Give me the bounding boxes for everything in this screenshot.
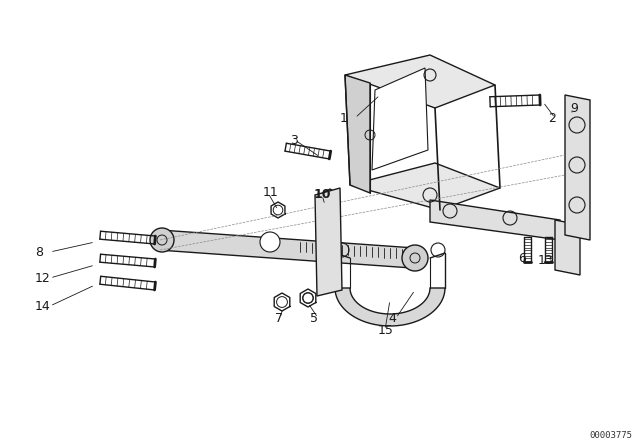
Polygon shape xyxy=(345,75,370,193)
Text: 1: 1 xyxy=(340,112,348,125)
Text: 8: 8 xyxy=(35,246,43,258)
Circle shape xyxy=(402,245,428,271)
Text: 7: 7 xyxy=(275,311,283,324)
Circle shape xyxy=(321,203,335,217)
Circle shape xyxy=(321,233,335,247)
Circle shape xyxy=(260,232,280,252)
Circle shape xyxy=(321,263,335,277)
Text: 6: 6 xyxy=(518,251,526,264)
Polygon shape xyxy=(345,55,495,108)
Text: 13: 13 xyxy=(538,254,554,267)
Text: 12: 12 xyxy=(35,271,51,284)
Polygon shape xyxy=(335,288,445,326)
Polygon shape xyxy=(158,230,415,268)
Polygon shape xyxy=(315,188,342,296)
Text: 5: 5 xyxy=(310,311,318,324)
Polygon shape xyxy=(555,220,580,275)
Text: 4: 4 xyxy=(388,311,396,324)
Text: 15: 15 xyxy=(378,323,394,336)
Text: 14: 14 xyxy=(35,300,51,313)
Polygon shape xyxy=(372,68,428,170)
Text: 11: 11 xyxy=(263,186,279,199)
Text: 2: 2 xyxy=(548,112,556,125)
Circle shape xyxy=(150,228,174,252)
Text: 3: 3 xyxy=(290,134,298,146)
Polygon shape xyxy=(430,200,560,240)
Text: 10: 10 xyxy=(314,189,332,202)
Text: 9: 9 xyxy=(570,102,578,115)
Text: 00003775: 00003775 xyxy=(589,431,632,440)
Polygon shape xyxy=(565,95,590,240)
Polygon shape xyxy=(350,163,500,210)
